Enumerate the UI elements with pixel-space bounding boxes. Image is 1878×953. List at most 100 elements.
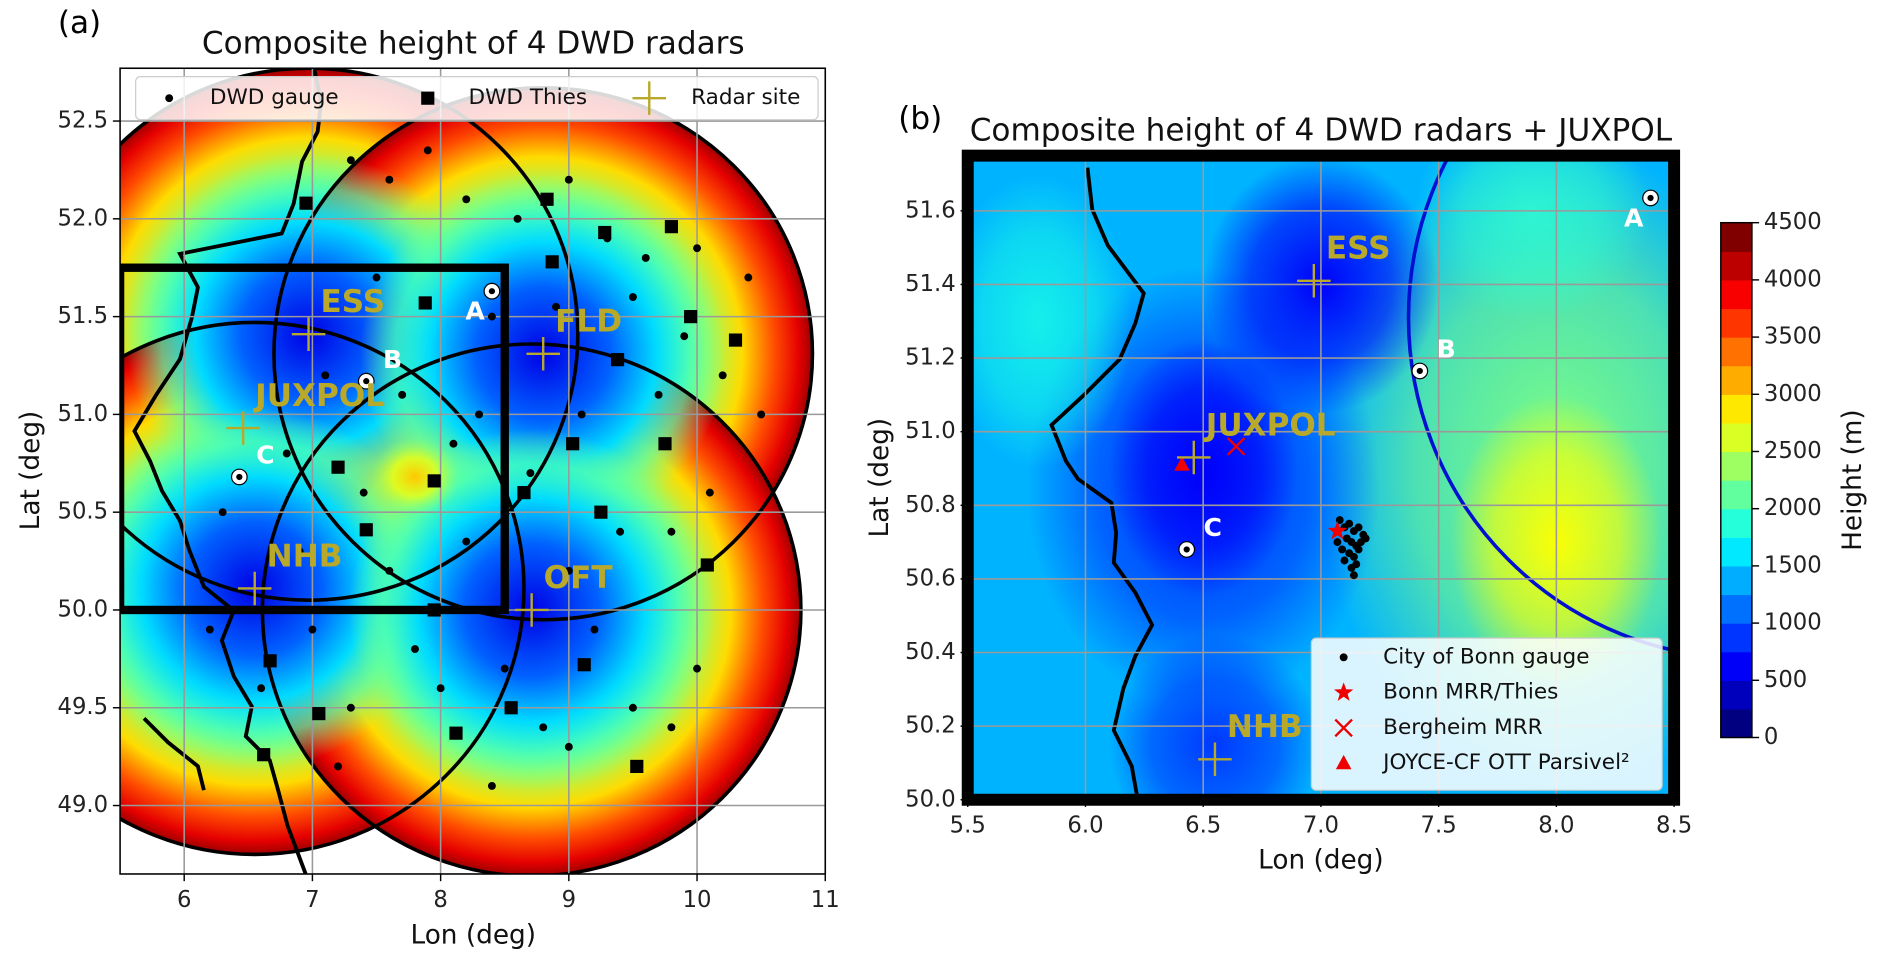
thies-point (504, 701, 518, 715)
gauge-point (667, 723, 676, 732)
site-label: OFT (544, 560, 614, 596)
city-marker-center (1416, 367, 1423, 375)
colorbar-segment (1720, 594, 1752, 624)
gauge-point (346, 156, 355, 165)
legend-box (1310, 637, 1663, 791)
gauge-point (165, 94, 174, 103)
y-tick-label: 50.2 (905, 713, 956, 739)
y-axis-label: Lat (deg) (865, 418, 895, 538)
gauge-point (693, 244, 702, 253)
gauge-point (705, 488, 714, 497)
height-field (967, 174, 1133, 469)
gauge-point (744, 273, 753, 282)
city-label: C (1203, 513, 1221, 542)
x-axis-label: Lon (deg) (411, 921, 537, 951)
city-label: B (383, 345, 402, 374)
axes-frame (961, 149, 1681, 806)
height-field (1109, 634, 1321, 800)
mrr-thies-point (1327, 520, 1348, 540)
gauge-point (218, 508, 227, 517)
city-label: A (1624, 204, 1644, 233)
colorbar-tick-label: 1500 (1764, 552, 1822, 578)
thies-point (630, 759, 644, 774)
site-label: FLD (555, 304, 622, 340)
radar-site (1297, 264, 1331, 298)
thies-point (263, 654, 277, 668)
height-field (1415, 155, 1651, 322)
x-axis-label: Lon (deg) (1258, 845, 1384, 875)
gauge-point (1340, 556, 1349, 565)
gauge-point (359, 488, 368, 497)
axes-frame (119, 67, 827, 875)
y-tick-label: 51.4 (905, 271, 956, 297)
x-tick-label: 7 (305, 887, 319, 913)
gauge-point (308, 625, 317, 634)
thies-point (299, 196, 313, 210)
colorbar-segment (1720, 480, 1752, 510)
colorbar-label: Height (m) (1838, 409, 1868, 551)
gauge-point (1345, 519, 1354, 528)
city-label: B (1437, 335, 1456, 364)
thies-point (658, 437, 672, 451)
gauge-point (641, 253, 650, 262)
data-layer (120, 146, 766, 790)
panel-label: (a) (58, 5, 101, 41)
gauge-point (282, 449, 291, 458)
colorbar-segment (1720, 222, 1752, 252)
y-tick-label: 51.6 (905, 197, 956, 223)
gauge-point (693, 664, 702, 673)
gauge-point (526, 469, 535, 478)
gauge-point (513, 214, 522, 223)
thies-point (545, 255, 559, 269)
legend-label: Radar site (691, 85, 800, 110)
thies-point (331, 460, 345, 474)
thies-point (540, 192, 554, 206)
mrr-point (1226, 437, 1246, 456)
x-tick-label: 8.5 (1656, 813, 1692, 839)
gauge-point (411, 645, 419, 654)
thies-point (449, 726, 463, 740)
x-tick-label: 7.0 (1303, 813, 1339, 839)
radar-site (632, 81, 667, 115)
chart-title: Composite height of 4 DWD radars + JUXPO… (970, 113, 1673, 149)
gauge-point (385, 566, 394, 575)
country-border (132, 68, 324, 874)
chart-title: Composite height of 4 DWD radars (202, 25, 745, 61)
x-tick-label: 6.0 (1067, 813, 1103, 839)
gauge-point (436, 263, 445, 272)
radar-range (120, 320, 526, 857)
x-tick-label: 5.5 (950, 813, 986, 839)
x-tick-label: 10 (683, 887, 712, 913)
radar-range (120, 68, 580, 602)
gauge-point (718, 371, 727, 380)
colorbar-tick-label: 4500 (1764, 209, 1822, 235)
gauge-point (667, 527, 676, 536)
gauge-point (757, 410, 766, 419)
gauge-point (487, 782, 496, 790)
gauge-point (1349, 552, 1358, 561)
colorbar-frame (1720, 221, 1753, 739)
mrr-thies-point (1333, 682, 1354, 701)
gauge-point (423, 146, 432, 155)
colorbar-segment (1720, 508, 1752, 538)
gauge-point (1333, 538, 1342, 547)
gauge-point (321, 371, 330, 380)
data-layer (1174, 189, 1659, 777)
gauge-point (475, 410, 484, 419)
legend-label: City of Bonn gauge (1383, 644, 1589, 669)
colorbar-segment (1720, 708, 1752, 739)
height-field (370, 437, 460, 517)
gauge-point (1361, 534, 1370, 543)
thies-point (312, 707, 326, 721)
colorbar-tick-label: 500 (1764, 667, 1807, 693)
radar-site (1177, 440, 1211, 475)
city-marker-center (236, 473, 243, 481)
colorbar-tick-label: 3000 (1764, 381, 1822, 407)
thies-point (700, 558, 714, 572)
thies-point (664, 220, 678, 234)
thies-point (517, 486, 531, 500)
gauge-point (680, 332, 689, 341)
city-marker-center (1647, 194, 1654, 202)
